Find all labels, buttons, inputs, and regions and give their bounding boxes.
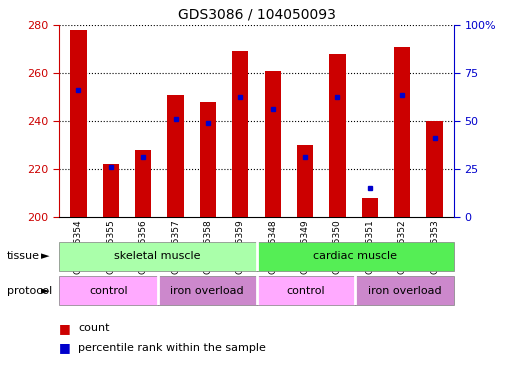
Bar — [70, 30, 87, 217]
Text: percentile rank within the sample: percentile rank within the sample — [78, 343, 266, 353]
Bar — [355, 276, 454, 305]
Bar — [394, 46, 410, 217]
Bar — [329, 54, 346, 217]
Bar — [200, 102, 216, 217]
Bar — [158, 276, 256, 305]
Text: control: control — [89, 286, 128, 296]
Bar — [135, 150, 151, 217]
Bar — [59, 276, 158, 305]
Bar — [232, 51, 248, 217]
Bar — [265, 71, 281, 217]
Text: iron overload: iron overload — [368, 286, 442, 296]
Bar — [167, 94, 184, 217]
Text: tissue: tissue — [7, 251, 40, 262]
Text: skeletal muscle: skeletal muscle — [114, 251, 201, 262]
Bar — [297, 145, 313, 217]
Text: ►: ► — [41, 286, 49, 296]
Text: control: control — [287, 286, 325, 296]
Text: cardiac muscle: cardiac muscle — [313, 251, 397, 262]
Bar — [256, 276, 355, 305]
Text: protocol: protocol — [7, 286, 52, 296]
Text: count: count — [78, 323, 110, 333]
Text: ■: ■ — [59, 341, 71, 354]
Bar — [362, 198, 378, 217]
Bar — [103, 164, 119, 217]
Text: ■: ■ — [59, 322, 71, 335]
Bar — [426, 121, 443, 217]
Text: ►: ► — [41, 251, 49, 262]
Bar — [59, 242, 256, 271]
Bar — [256, 242, 454, 271]
Text: iron overload: iron overload — [170, 286, 244, 296]
Title: GDS3086 / 104050093: GDS3086 / 104050093 — [177, 7, 336, 21]
